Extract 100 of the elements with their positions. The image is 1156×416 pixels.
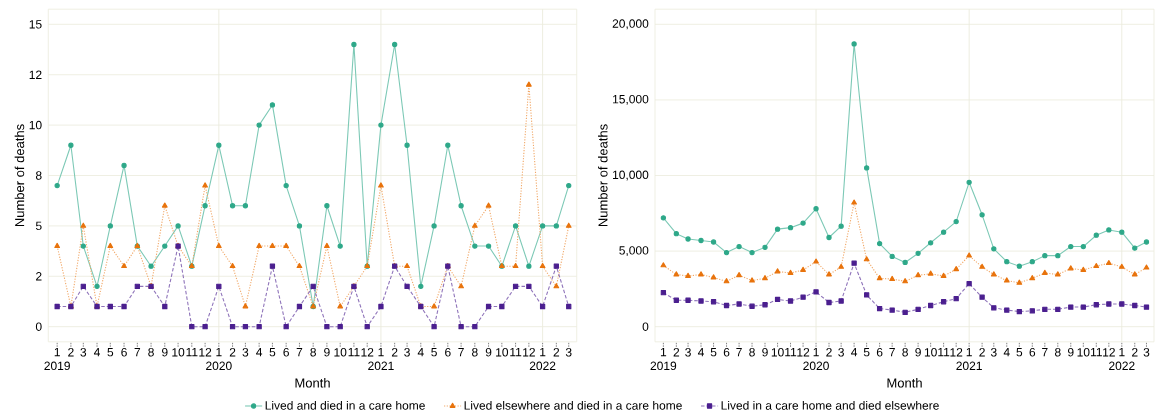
point	[723, 249, 730, 256]
point	[162, 243, 168, 249]
point	[364, 324, 370, 330]
x-tick-label: 9	[915, 348, 921, 357]
x-tick-label: 1	[660, 348, 667, 357]
x-tick-label: 2	[229, 348, 236, 357]
point	[189, 324, 195, 330]
x-tick-label: 6	[445, 348, 451, 357]
point	[229, 203, 236, 209]
y-tick-label: 20,000	[612, 19, 649, 30]
point	[723, 302, 730, 309]
y-tick-label: 15	[29, 20, 42, 29]
point	[337, 324, 343, 330]
point	[80, 222, 87, 228]
point	[269, 102, 276, 108]
x-tick-label: 11	[186, 348, 198, 357]
point	[499, 303, 505, 310]
point	[1016, 308, 1022, 315]
point	[458, 324, 464, 330]
x-tick-label: 8	[902, 348, 908, 357]
point	[162, 303, 168, 310]
point	[229, 324, 236, 330]
point	[121, 162, 127, 169]
point	[161, 202, 168, 208]
point	[876, 240, 883, 247]
point	[1029, 275, 1036, 281]
point	[512, 283, 519, 290]
point	[927, 270, 934, 276]
point	[1055, 252, 1061, 259]
point	[1003, 277, 1010, 283]
x-tick-label: 1	[54, 348, 60, 357]
point	[525, 81, 532, 87]
point	[121, 262, 127, 269]
point	[1093, 302, 1099, 308]
point	[1119, 229, 1125, 235]
point	[1080, 266, 1087, 272]
point	[1132, 245, 1138, 251]
point	[902, 278, 909, 284]
text: 2022	[1109, 361, 1135, 371]
point	[1131, 271, 1138, 277]
point	[889, 275, 896, 281]
point	[979, 294, 985, 300]
point	[216, 142, 222, 148]
x-tick-label: 11	[785, 348, 797, 357]
point	[889, 307, 895, 313]
point	[215, 242, 222, 248]
point	[953, 265, 960, 272]
point	[1118, 263, 1125, 269]
point	[979, 263, 985, 269]
point	[1068, 243, 1074, 250]
point	[485, 243, 492, 249]
point	[283, 324, 289, 330]
x-tick-label: 6	[121, 348, 127, 357]
x-tick-label: 5	[269, 348, 276, 357]
point	[324, 242, 330, 248]
point	[826, 299, 832, 306]
x-tick-label: 7	[296, 348, 303, 357]
point	[838, 263, 845, 269]
point	[685, 297, 691, 303]
x-tick-label: 3	[404, 348, 410, 357]
x-tick-label: 8	[1054, 348, 1061, 357]
x-tick-label: 12	[523, 348, 535, 357]
point	[1106, 301, 1112, 307]
point	[296, 223, 303, 229]
point	[80, 243, 86, 249]
point	[94, 283, 100, 290]
point	[553, 223, 559, 229]
point	[915, 306, 921, 312]
point	[774, 268, 781, 274]
x-tick-label: 6	[283, 348, 289, 357]
x-tick-label: 9	[324, 348, 330, 357]
point	[838, 223, 844, 229]
point	[512, 223, 519, 229]
point	[566, 303, 572, 310]
point	[269, 263, 276, 269]
point	[1067, 265, 1074, 271]
x-tick-label: 3	[685, 348, 691, 357]
x-tick-label: 7	[134, 348, 141, 357]
point	[876, 305, 883, 312]
point	[485, 303, 492, 310]
x-tick-label: 2	[979, 348, 985, 357]
point	[736, 243, 742, 250]
x-tick-label: 8	[310, 348, 316, 357]
text: 2019	[650, 361, 677, 371]
x-tick-label: 3	[242, 348, 249, 357]
point	[431, 223, 437, 229]
point	[378, 182, 384, 188]
x-tick-label: 8	[472, 348, 478, 357]
x-tick-label: 10	[924, 348, 937, 357]
point	[660, 215, 667, 221]
point	[1004, 259, 1010, 265]
point	[458, 203, 464, 209]
x-tick-label: 11	[938, 348, 950, 357]
point	[928, 240, 934, 246]
x-tick-label: 3	[565, 348, 572, 357]
point	[472, 243, 478, 249]
x-tick-label: 2	[68, 348, 74, 357]
point	[991, 305, 997, 311]
point	[787, 269, 794, 275]
y-axis-title: Number of deaths	[14, 124, 25, 227]
